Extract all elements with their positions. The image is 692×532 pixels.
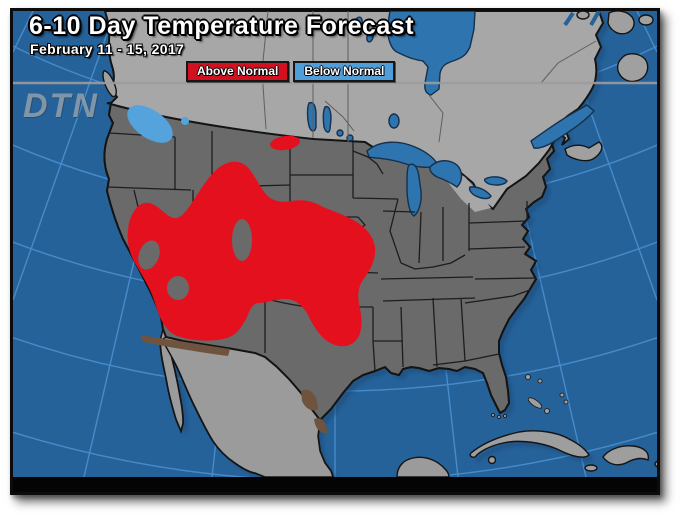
puerto-rico xyxy=(654,460,657,468)
above-normal-notch-nevada xyxy=(138,240,160,270)
mexico xyxy=(158,336,334,477)
newfoundland xyxy=(616,53,649,83)
arctic-channels xyxy=(563,11,615,43)
small-islands xyxy=(491,374,569,419)
hudson-bay xyxy=(386,11,476,96)
yucatan xyxy=(396,456,450,477)
above-normal-hole-arizona xyxy=(167,276,189,300)
anomaly-regions xyxy=(127,105,376,347)
dtn-logo: DTN xyxy=(23,87,99,125)
above-normal-region xyxy=(127,161,376,347)
nova-scotia xyxy=(564,141,603,162)
above-normal-hole-colorado xyxy=(232,219,252,261)
below-normal-region-washington xyxy=(127,105,173,143)
lake-huron xyxy=(429,160,463,188)
above-normal-spot-montana xyxy=(270,135,300,151)
baffin-island xyxy=(607,11,635,35)
lake-ontario xyxy=(483,176,508,186)
below-normal-spot xyxy=(181,117,189,125)
north-america-weather-map xyxy=(13,11,657,477)
lake-winnipegosis xyxy=(322,105,332,133)
gulf-of-st-lawrence xyxy=(530,104,596,149)
lake-nipigon xyxy=(388,113,400,129)
legend-below-normal: Below Normal xyxy=(293,61,396,82)
lake-erie xyxy=(468,186,492,200)
legend: Above Normal Below Normal xyxy=(186,61,396,82)
page-title: 6-10 Day Temperature Forecast xyxy=(29,12,415,40)
cuba xyxy=(469,430,590,458)
bottom-black-bar xyxy=(13,477,657,492)
islands xyxy=(102,11,657,477)
legend-above-normal: Above Normal xyxy=(186,61,290,82)
water-features xyxy=(306,11,596,217)
lake-winnipeg xyxy=(306,101,317,132)
lake-michigan xyxy=(406,163,422,217)
date-range: February 11 - 15, 2017 xyxy=(30,41,185,57)
jamaica xyxy=(584,464,598,472)
terrain-brown-patches xyxy=(140,335,327,434)
forecast-map-frame: 6-10 Day Temperature Forecast February 1… xyxy=(10,8,660,495)
hispaniola xyxy=(602,445,650,466)
